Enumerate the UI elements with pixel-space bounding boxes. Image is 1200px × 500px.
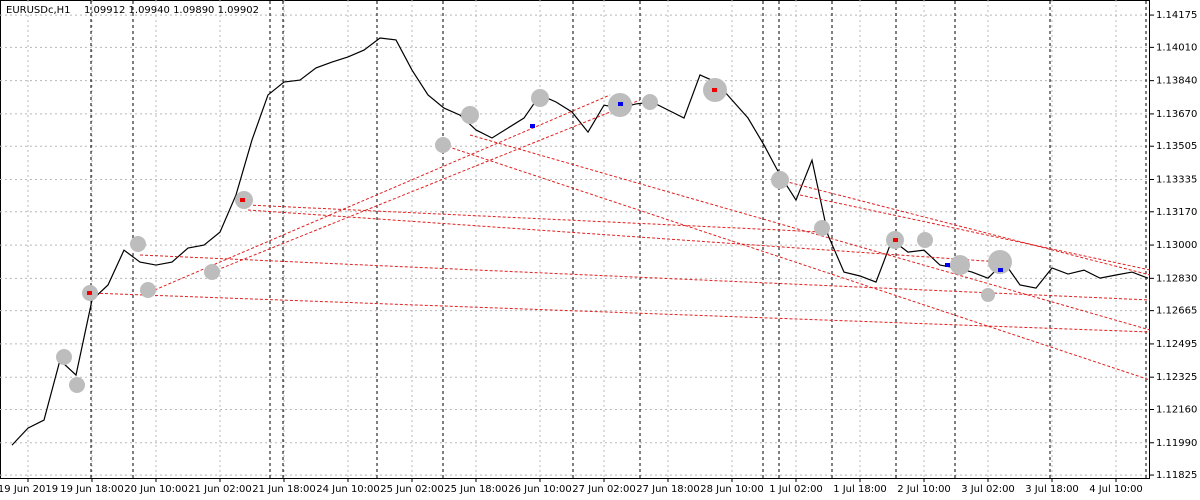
x-tick-label: 25 Jun 18:00 [444,484,508,495]
y-tick-label: 1.12325 [1156,372,1197,383]
plot-frame [0,0,1150,479]
x-tick-label: 21 Jun 02:00 [188,484,252,495]
y-tick-label: 1.13840 [1156,76,1197,87]
y-tick-label: 1.11825 [1156,470,1197,481]
y-tick-label: 1.13170 [1156,207,1197,218]
x-tick-label: 28 Jun 10:00 [700,484,764,495]
x-tick-label: 19 Jun 2019 [0,484,58,495]
y-tick-label: 1.12665 [1156,306,1197,317]
x-tick-label: 1 Jul 18:00 [833,484,887,495]
x-tick-label: 19 Jun 18:00 [60,484,124,495]
y-tick-label: 1.14010 [1156,42,1197,53]
session-lines [90,1,1147,478]
x-tick-label: 3 Jul 02:00 [961,484,1015,495]
y-tick-label: 1.11990 [1156,438,1197,449]
y-tick-label: 1.12160 [1156,404,1197,415]
y-tick-label: 1.13670 [1156,109,1197,120]
x-tick-label: 25 Jun 02:00 [380,484,444,495]
x-tick-label: 3 Jul 18:00 [1025,484,1079,495]
x-tick-label: 4 Jul 10:00 [1089,484,1143,495]
x-tick-label: 21 Jun 18:00 [252,484,316,495]
y-tick-label: 1.13335 [1156,174,1197,185]
x-tick-label: 1 Jul 02:00 [769,484,823,495]
x-tick-label: 27 Jun 02:00 [572,484,636,495]
x-tick-label: 2 Jul 10:00 [897,484,951,495]
x-tick-label: 24 Jun 10:00 [316,484,380,495]
x-tick-label: 26 Jun 10:00 [508,484,572,495]
x-tick-label: 20 Jun 10:00 [124,484,188,495]
symbol-title: EURUSDc,H1 [6,5,71,16]
y-tick-label: 1.13505 [1156,141,1197,152]
y-tick-label: 1.12830 [1156,273,1197,284]
y-tick-label: 1.12495 [1156,339,1197,350]
y-tick-label: 1.13000 [1156,240,1197,251]
signal-markers [56,78,1012,393]
price-info: 1.09912 1.09940 1.09890 1.09902 [84,5,259,16]
y-tick-label: 1.14175 [1156,10,1197,21]
x-tick-label: 27 Jun 18:00 [636,484,700,495]
